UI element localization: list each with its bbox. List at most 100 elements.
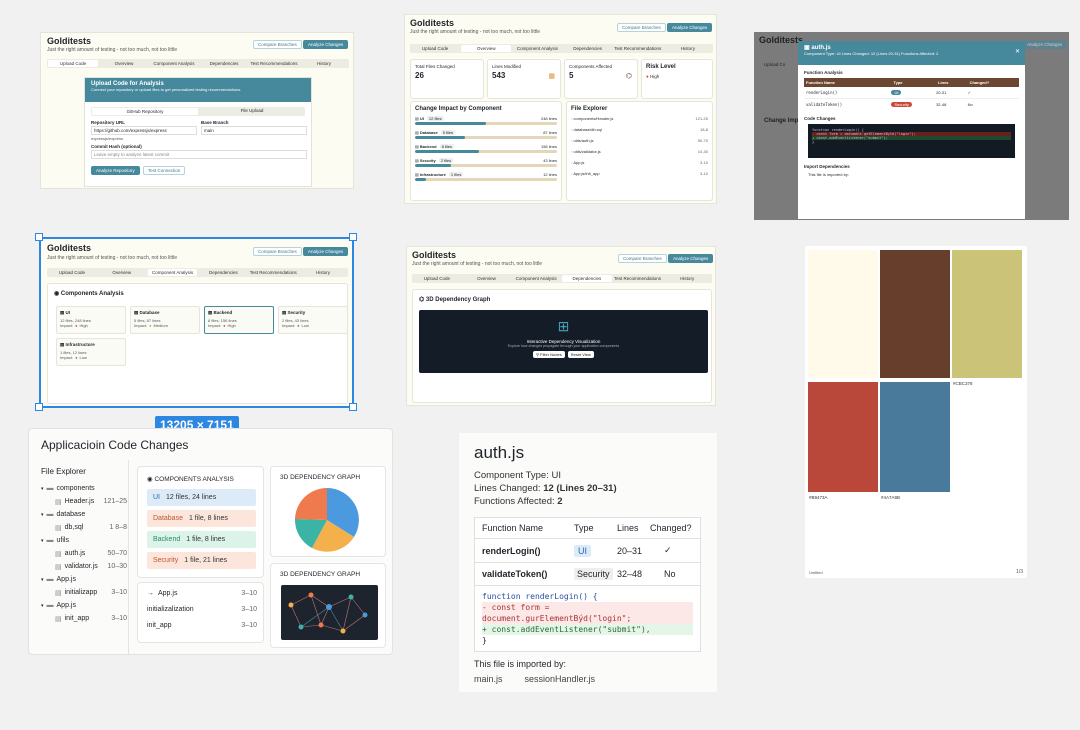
tab-upload[interactable]: Upload Code [423, 276, 450, 281]
component-row[interactable]: Security 1 file, 21 lines [147, 552, 256, 569]
impact-row[interactable]: ▤ Infrastructure 1 files 12 lines [415, 172, 557, 181]
branch-input[interactable]: main [201, 126, 307, 135]
tab-dependencies[interactable]: Dependencies [573, 46, 602, 51]
tree-folder[interactable]: ▾ ▬ ufils [41, 534, 127, 547]
component-card-ui[interactable]: ▤ UI 12 files, 248 lines Impact: ● High [56, 306, 126, 334]
tab-tests[interactable]: Test Recommendations [614, 46, 662, 51]
component-card-security[interactable]: ▤ Security 2 files, 43 lines Impact: ● Low [278, 306, 348, 334]
component-card-backend[interactable]: ▤ Backend 8 files, 156 lines Impact: ● High [204, 306, 274, 334]
tab-dependencies[interactable]: Dependencies [562, 275, 612, 282]
tab-components[interactable]: Component Analysis [516, 46, 558, 51]
compare-branches-button[interactable]: Compare Branches [618, 254, 667, 263]
compare-branches-button[interactable]: Compare Branches [617, 23, 666, 32]
tab-dependencies[interactable]: Dependencies [209, 61, 239, 66]
tab-tests[interactable]: Test Recommendations [250, 61, 298, 66]
color-swatch[interactable] [880, 382, 950, 492]
table-row[interactable]: renderLogin() UI 20–31 ✓ [475, 539, 700, 563]
tab-upload[interactable]: Upload Code [421, 46, 449, 51]
file-row[interactable]: ▫ utils/validator.js 10-30 [571, 149, 708, 154]
compare-branches-button[interactable]: Compare Branches [253, 247, 302, 256]
color-swatch[interactable] [880, 250, 950, 378]
commit-input[interactable]: Leave empty to analyze latest commit [91, 150, 307, 159]
table-row[interactable]: validateToken() Security 32-48 No [804, 99, 1019, 111]
table-row[interactable]: validateToken() Security 32–48 No [475, 563, 700, 586]
tab-overview[interactable]: Overview [112, 270, 132, 275]
tab-tests[interactable]: Test Recommendations [614, 276, 662, 281]
resize-handle-tr[interactable] [349, 233, 357, 241]
component-row[interactable]: Backend 1 file, 8 lines [147, 531, 256, 548]
analyze-changes-button[interactable]: Analyze Changes [303, 40, 349, 49]
dependencies-frame[interactable]: Golditests Just the right amount of test… [406, 246, 716, 406]
tree-folder[interactable]: ▾ ▬ database [41, 508, 127, 521]
function-list-item[interactable]: → App.js 3–10 [147, 590, 257, 597]
analyze-repository-button[interactable]: Analyze Repository [91, 166, 140, 175]
github-tab[interactable]: GitHub Repository [92, 108, 198, 115]
tab-history[interactable]: History [316, 61, 331, 66]
tree-file[interactable]: ▤ init_app 3–10 [41, 612, 127, 625]
tab-components[interactable]: Component Analysis [153, 61, 195, 66]
test-connection-button[interactable]: Test Connection [143, 166, 186, 175]
tab-upload[interactable]: Upload Code [48, 60, 98, 67]
color-swatch[interactable] [952, 250, 1022, 378]
table-row[interactable]: renderLogin() UI 20-31 ✓ [804, 87, 1019, 99]
component-card-database[interactable]: ▤ Database 5 files, 87 lines Impact: ● Mediu… [130, 306, 200, 334]
tab-overview[interactable]: Overview [461, 45, 512, 52]
tree-file[interactable]: ▤ db,sql 1 8–8 [41, 521, 127, 534]
file-row[interactable]: ▫ utils/auth.js 50-70 [571, 138, 708, 143]
file-upload-tab[interactable]: File Upload [240, 108, 264, 113]
impact-row[interactable]: ▤ Backend 8 files 156 lines [415, 144, 557, 153]
impact-row[interactable]: ▤ Database 5 files 87 lines [415, 130, 557, 139]
dep-visualization[interactable]: ⊞ Interactive Dependency Visualization E… [419, 310, 708, 373]
tree-file[interactable]: ▤ auth.js 50–70 [41, 547, 127, 560]
auth-card-frame[interactable]: auth.js Component Type: UI Lines Changed… [459, 433, 717, 692]
import-item[interactable]: main.js [474, 674, 503, 684]
tab-history[interactable]: History [316, 270, 331, 275]
component-card-infrastructure[interactable]: ▤ Infrastructure 1 files, 12 lines Impact:… [56, 338, 126, 366]
tab-overview[interactable]: Overview [114, 61, 134, 66]
color-swatch[interactable] [808, 250, 878, 378]
tree-folder[interactable]: ▾ ▬ App.js [41, 573, 127, 586]
impact-row[interactable]: ▤ UI 12 files 248 lines [415, 116, 557, 125]
tab-components[interactable]: Component Analysis [147, 269, 198, 276]
repo-input[interactable]: https://github.com/expressjs/express [91, 126, 197, 135]
file-row[interactable]: ▫ database/db.sql 18-8 [571, 127, 708, 132]
tab-upload[interactable]: Upload Code [58, 270, 86, 275]
sketch-frame[interactable]: Applicacioin Code Changes File Explorer … [28, 428, 393, 655]
impact-row[interactable]: ▤ Security 2 files 43 lines [415, 158, 557, 167]
tab-overview[interactable]: Overview [477, 276, 496, 281]
modal-frame[interactable]: Golditests Upload Co Change Imp Analyze … [754, 32, 1069, 220]
tree-file[interactable]: ▤ Header.js 121–25 [41, 495, 127, 508]
tab-dependencies[interactable]: Dependencies [209, 270, 238, 275]
analyze-changes-button[interactable]: Analyze Changes [668, 254, 714, 263]
compare-branches-button[interactable]: Compare Branches [253, 40, 302, 49]
function-list-item[interactable]: init_app 3–10 [147, 622, 257, 629]
function-list-item[interactable]: initializalization 3–10 [147, 606, 257, 613]
tree-folder[interactable]: ▾ ▬ App.js [41, 599, 127, 612]
reset-view-button[interactable]: Reset View [567, 351, 594, 358]
component-row[interactable]: Database 1 file, 8 lines [147, 510, 256, 527]
color-swatch[interactable] [808, 382, 878, 492]
resize-handle-tl[interactable] [35, 233, 43, 241]
file-row[interactable]: ▫ components/Header.js 121-25 [571, 116, 708, 121]
overview-frame[interactable]: Golditests Just the right amount of test… [404, 14, 717, 204]
resize-handle-bl[interactable] [35, 403, 43, 411]
tab-history[interactable]: History [680, 276, 695, 281]
resize-handle-br[interactable] [349, 403, 357, 411]
filter-nodes-button[interactable]: ⚲ Filter Nodes [533, 351, 565, 358]
tree-folder[interactable]: ▾ ▬ components [41, 482, 127, 495]
palette-frame[interactable]: #FFFAE9#663E2B#CBC378#B9473A#4A7A9B Unti… [805, 246, 1027, 578]
tab-components[interactable]: Component Analysis [515, 276, 557, 281]
tab-history[interactable]: History [680, 46, 695, 51]
tab-tests[interactable]: Test Recommendations [249, 270, 297, 275]
tree-file[interactable]: ▤ validator.js 10–30 [41, 560, 127, 573]
analyze-changes-button[interactable]: Analyze Changes [303, 247, 349, 256]
close-icon[interactable]: ✕ [1014, 49, 1020, 55]
upload-frame[interactable]: Golditests Just the right amount of test… [40, 32, 354, 189]
file-icon: ▤ [55, 498, 62, 506]
import-item[interactable]: sessionHandler.js [524, 674, 596, 684]
analyze-changes-button[interactable]: Analyze Changes [667, 23, 713, 32]
tree-file[interactable]: ▤ initializapp 3–10 [41, 586, 127, 599]
file-row[interactable]: ▫ App.js/init_app 3-10 [571, 171, 708, 176]
file-row[interactable]: ▫ App.js 3-10 [571, 160, 708, 165]
component-row[interactable]: UI 12 files, 24 lines [147, 489, 256, 506]
